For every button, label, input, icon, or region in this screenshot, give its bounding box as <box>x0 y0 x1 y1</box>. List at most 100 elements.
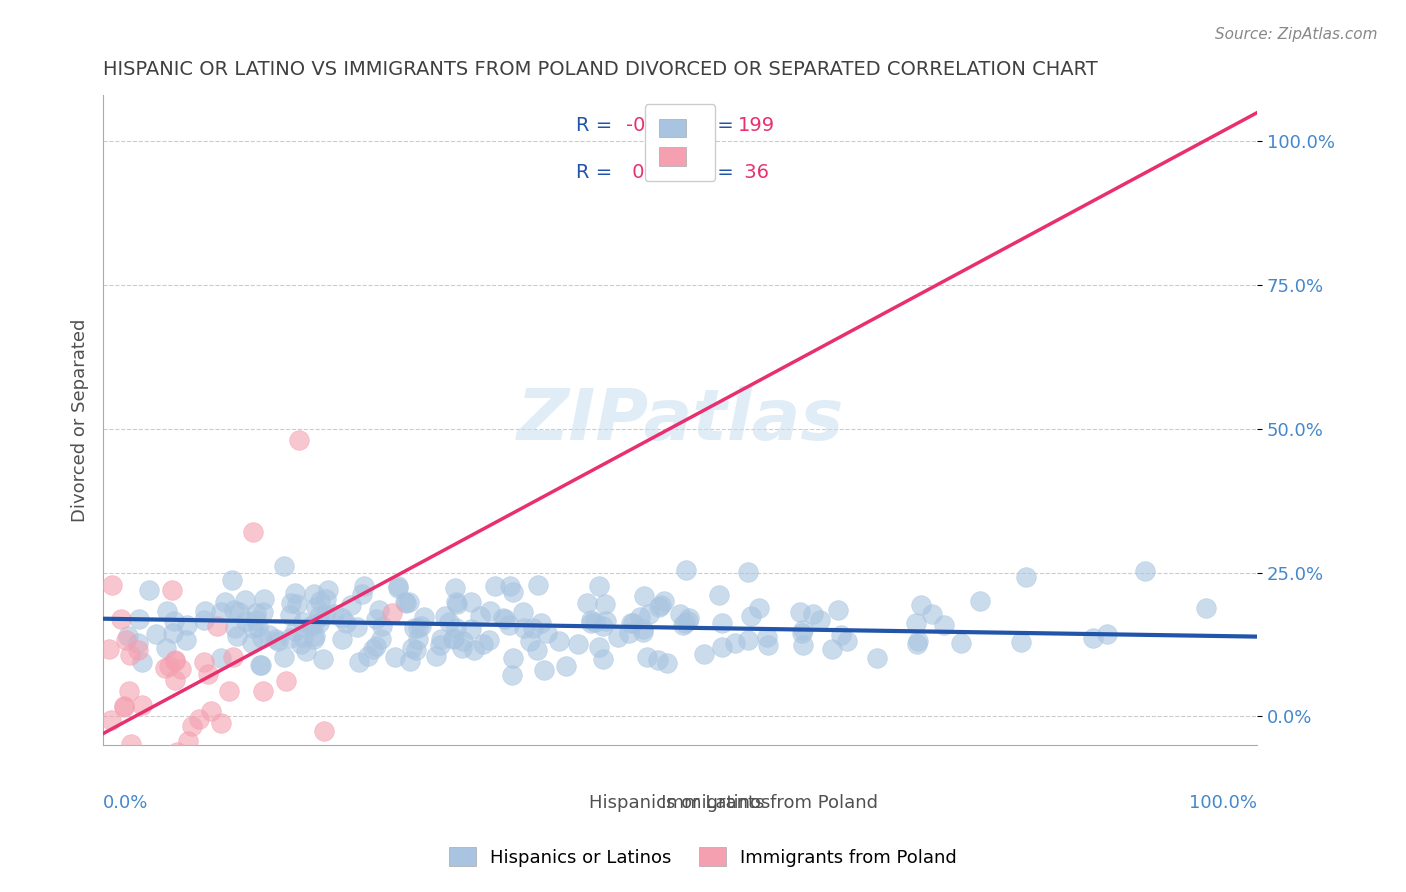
Point <box>166 745 188 759</box>
Point <box>522 621 544 635</box>
Point <box>273 558 295 573</box>
Point <box>1195 601 1218 615</box>
Text: HISPANIC OR LATINO VS IMMIGRANTS FROM POLAND DIVORCED OR SEPARATED CORRELATION C: HISPANIC OR LATINO VS IMMIGRANTS FROM PO… <box>103 60 1098 78</box>
Point <box>1133 565 1156 579</box>
Point <box>249 658 271 673</box>
Point <box>278 631 301 645</box>
Point <box>737 565 759 579</box>
Point <box>921 607 943 621</box>
Point <box>460 594 482 608</box>
Point <box>259 628 281 642</box>
Point <box>607 631 630 645</box>
Point <box>583 615 606 630</box>
Point <box>205 619 228 633</box>
Point <box>367 603 389 617</box>
Point <box>128 612 150 626</box>
Point <box>425 648 447 663</box>
Point <box>118 684 141 698</box>
Point <box>451 634 474 648</box>
Point <box>246 620 269 634</box>
Point <box>430 632 453 647</box>
Point <box>252 605 274 619</box>
Point <box>429 638 451 652</box>
Point <box>155 640 177 655</box>
Point <box>748 601 770 615</box>
Point <box>707 588 730 602</box>
Text: N =: N = <box>683 163 740 182</box>
Point <box>226 629 249 643</box>
Point <box>910 598 932 612</box>
Point <box>187 712 209 726</box>
Point <box>821 642 844 657</box>
Point <box>240 636 263 650</box>
Point <box>471 637 494 651</box>
Point <box>242 525 264 540</box>
Point <box>710 616 733 631</box>
Point <box>492 611 515 625</box>
Point <box>162 625 184 640</box>
Point <box>723 636 745 650</box>
Point <box>1015 570 1038 584</box>
Point <box>346 620 368 634</box>
Point <box>636 650 658 665</box>
Point <box>290 637 312 651</box>
Point <box>755 630 778 644</box>
Point <box>595 614 617 628</box>
Point <box>437 615 460 630</box>
Point <box>242 621 264 635</box>
Text: 0.913: 0.913 <box>626 163 688 182</box>
Point <box>866 651 889 665</box>
Point <box>228 606 250 620</box>
Text: 36: 36 <box>738 163 769 182</box>
Point <box>323 607 346 621</box>
Point <box>221 573 243 587</box>
Point <box>284 586 307 600</box>
Point <box>498 578 520 592</box>
Point <box>197 666 219 681</box>
Point <box>827 603 849 617</box>
Point <box>789 605 811 619</box>
Point <box>233 592 256 607</box>
Point <box>502 584 524 599</box>
Point <box>302 587 325 601</box>
Point <box>588 579 610 593</box>
Legend: , : , <box>645 104 716 181</box>
Point <box>478 604 501 618</box>
Point <box>114 700 136 714</box>
Point <box>1095 627 1118 641</box>
Point <box>792 638 814 652</box>
Point <box>97 641 120 656</box>
Point <box>669 607 692 621</box>
Point <box>830 628 852 642</box>
Text: Source: ZipAtlas.com: Source: ZipAtlas.com <box>1215 27 1378 42</box>
Point <box>592 619 614 633</box>
Point <box>446 597 468 611</box>
Point <box>193 613 215 627</box>
Point <box>579 616 602 631</box>
Point <box>314 608 336 623</box>
Point <box>218 684 240 698</box>
Point <box>308 615 330 630</box>
Point <box>579 613 602 627</box>
Point <box>808 613 831 627</box>
Point <box>252 684 274 698</box>
Point <box>304 629 326 643</box>
Point <box>294 644 316 658</box>
Point <box>619 625 641 640</box>
Point <box>536 626 558 640</box>
Point <box>405 643 427 657</box>
Point <box>409 619 432 633</box>
Point <box>153 661 176 675</box>
Point <box>593 597 616 611</box>
Point <box>156 604 179 618</box>
Point <box>790 625 813 640</box>
Point <box>671 618 693 632</box>
Point <box>304 616 326 631</box>
Point <box>398 654 420 668</box>
Point <box>117 629 139 643</box>
Point <box>288 434 311 448</box>
Point <box>394 595 416 609</box>
Point <box>364 639 387 653</box>
Point <box>285 597 308 611</box>
Point <box>138 582 160 597</box>
